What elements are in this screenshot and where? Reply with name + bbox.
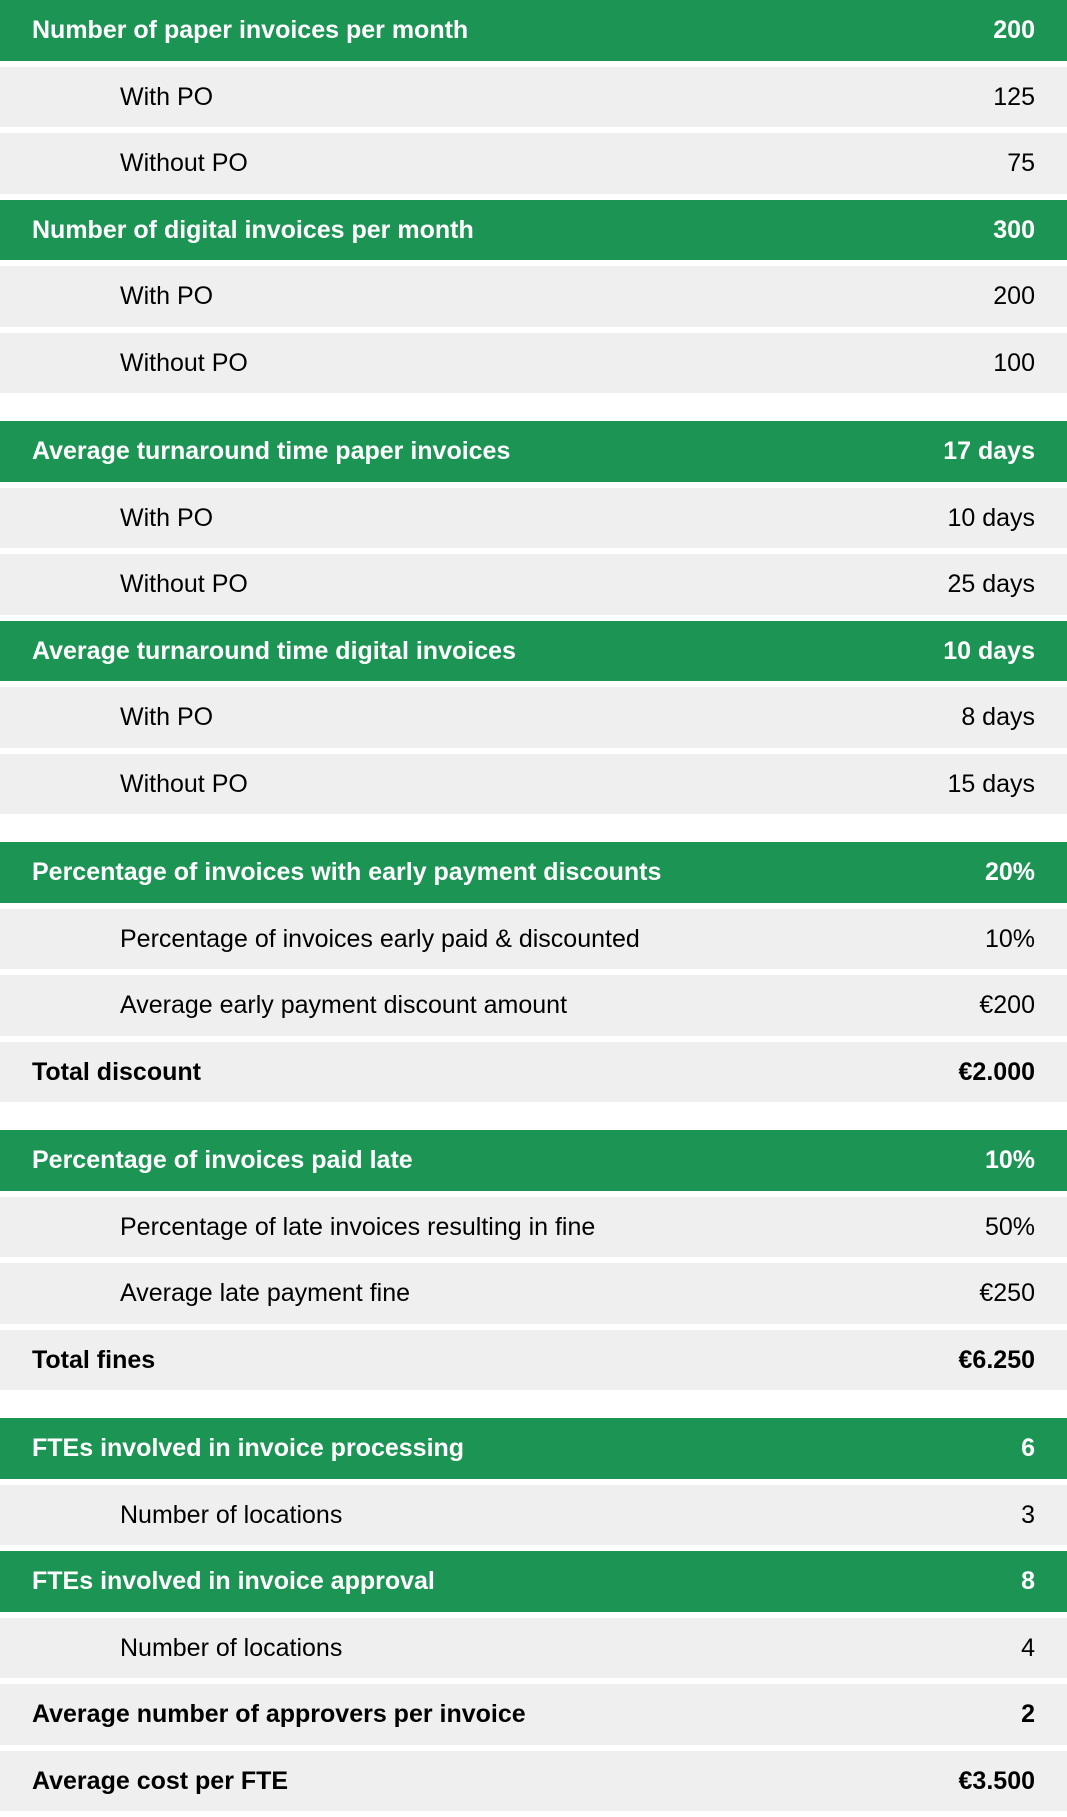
row-value: €2.000 xyxy=(943,1056,1035,1089)
row-value: 3 xyxy=(1005,1499,1035,1532)
row-value: 100 xyxy=(977,347,1035,380)
sub-row: Number of locations3 xyxy=(0,1485,1067,1546)
row-value: 15 days xyxy=(931,768,1035,801)
row-label: With PO xyxy=(120,502,931,535)
row-label: Percentage of invoices with early paymen… xyxy=(32,856,969,889)
row-value: 10% xyxy=(969,923,1035,956)
sub-row: Number of locations4 xyxy=(0,1618,1067,1679)
row-label: Number of locations xyxy=(120,1632,1005,1665)
sub-row: With PO125 xyxy=(0,67,1067,128)
row-label: Without PO xyxy=(120,568,931,601)
row-value: 17 days xyxy=(927,435,1035,468)
section-gap xyxy=(0,820,1067,842)
total-row: Average cost per FTE€3.500 xyxy=(0,1751,1067,1812)
row-value: 2 xyxy=(1005,1698,1035,1731)
row-value: 6 xyxy=(1005,1432,1035,1465)
sub-row: Average late payment fine€250 xyxy=(0,1263,1067,1324)
total-row: Total discount€2.000 xyxy=(0,1042,1067,1103)
row-value: 50% xyxy=(969,1211,1035,1244)
row-value: 10% xyxy=(969,1144,1035,1177)
row-label: Average turnaround time paper invoices xyxy=(32,435,927,468)
row-label: With PO xyxy=(120,280,977,313)
row-label: Without PO xyxy=(120,768,931,801)
header-row: Average turnaround time digital invoices… xyxy=(0,621,1067,682)
row-value: 200 xyxy=(977,280,1035,313)
row-label: FTEs involved in invoice processing xyxy=(32,1432,1005,1465)
row-label: Percentage of invoices paid late xyxy=(32,1144,969,1177)
row-value: 75 xyxy=(991,147,1035,180)
row-label: With PO xyxy=(120,701,945,734)
invoice-metrics-table: Number of paper invoices per month200Wit… xyxy=(0,0,1067,1811)
row-label: Total discount xyxy=(32,1056,943,1089)
section-gap xyxy=(0,399,1067,421)
row-value: 25 days xyxy=(931,568,1035,601)
row-value: €200 xyxy=(963,989,1035,1022)
row-label: Percentage of invoices early paid & disc… xyxy=(120,923,969,956)
sub-row: Percentage of invoices early paid & disc… xyxy=(0,909,1067,970)
sub-row: With PO8 days xyxy=(0,687,1067,748)
row-value: 4 xyxy=(1005,1632,1035,1665)
sub-row: With PO10 days xyxy=(0,488,1067,549)
sub-row: With PO200 xyxy=(0,266,1067,327)
row-value: 8 days xyxy=(945,701,1035,734)
row-value: 200 xyxy=(977,14,1035,47)
row-label: Percentage of late invoices resulting in… xyxy=(120,1211,969,1244)
row-value: 20% xyxy=(969,856,1035,889)
header-row: Average turnaround time paper invoices17… xyxy=(0,421,1067,482)
sub-row: Without PO75 xyxy=(0,133,1067,194)
row-label: With PO xyxy=(120,81,977,114)
header-row: Number of digital invoices per month300 xyxy=(0,200,1067,261)
row-label: Without PO xyxy=(120,347,977,380)
row-value: €6.250 xyxy=(943,1344,1035,1377)
header-row: FTEs involved in invoice approval8 xyxy=(0,1551,1067,1612)
total-row: Average number of approvers per invoice2 xyxy=(0,1684,1067,1745)
total-row: Total fines€6.250 xyxy=(0,1330,1067,1391)
header-row: Percentage of invoices with early paymen… xyxy=(0,842,1067,903)
row-value: €3.500 xyxy=(943,1765,1035,1798)
sub-row: Without PO100 xyxy=(0,333,1067,394)
sub-row: Without PO15 days xyxy=(0,754,1067,815)
header-row: Number of paper invoices per month200 xyxy=(0,0,1067,61)
row-label: FTEs involved in invoice approval xyxy=(32,1565,1005,1598)
row-label: Average number of approvers per invoice xyxy=(32,1698,1005,1731)
sub-row: Percentage of late invoices resulting in… xyxy=(0,1197,1067,1258)
row-label: Average early payment discount amount xyxy=(120,989,963,1022)
row-label: Number of paper invoices per month xyxy=(32,14,977,47)
row-value: 125 xyxy=(977,81,1035,114)
header-row: FTEs involved in invoice processing6 xyxy=(0,1418,1067,1479)
row-label: Average turnaround time digital invoices xyxy=(32,635,927,668)
row-label: Average late payment fine xyxy=(120,1277,963,1310)
row-value: €250 xyxy=(963,1277,1035,1310)
row-value: 300 xyxy=(977,214,1035,247)
row-value: 10 days xyxy=(931,502,1035,535)
sub-row: Average early payment discount amount€20… xyxy=(0,975,1067,1036)
row-label: Without PO xyxy=(120,147,991,180)
section-gap xyxy=(0,1396,1067,1418)
row-label: Total fines xyxy=(32,1344,943,1377)
section-gap xyxy=(0,1108,1067,1130)
header-row: Percentage of invoices paid late10% xyxy=(0,1130,1067,1191)
row-label: Number of digital invoices per month xyxy=(32,214,977,247)
row-value: 10 days xyxy=(927,635,1035,668)
row-value: 8 xyxy=(1005,1565,1035,1598)
row-label: Number of locations xyxy=(120,1499,1005,1532)
sub-row: Without PO25 days xyxy=(0,554,1067,615)
row-label: Average cost per FTE xyxy=(32,1765,943,1798)
